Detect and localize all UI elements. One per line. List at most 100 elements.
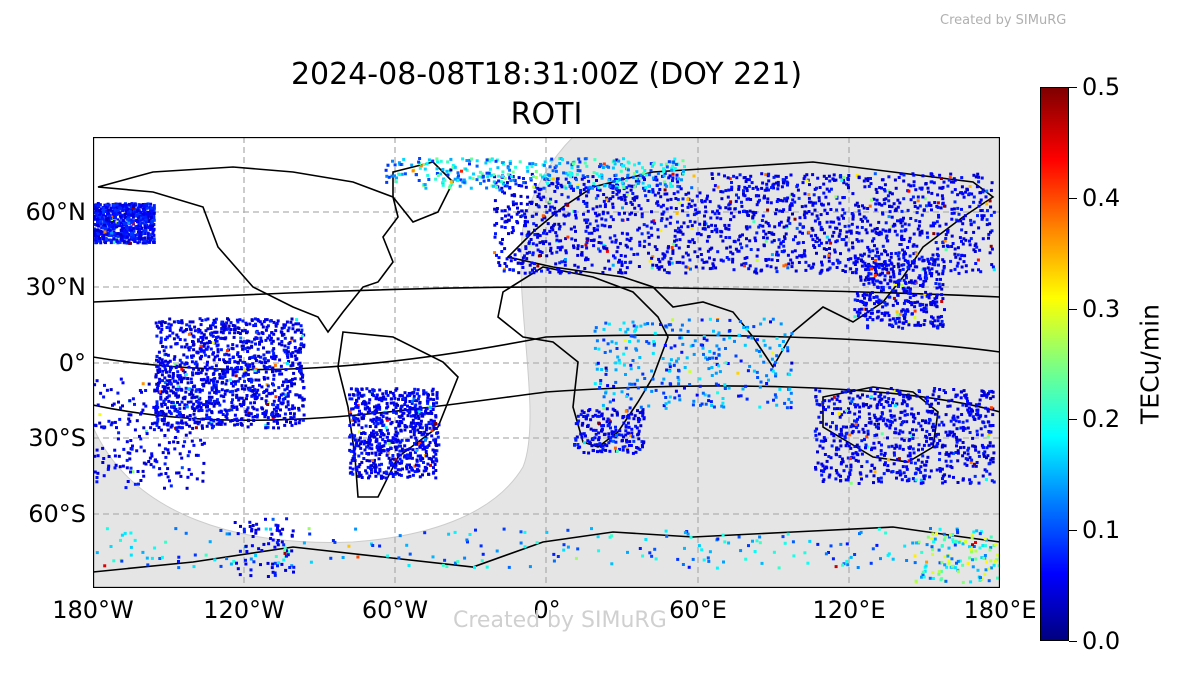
roti-point [274,324,278,328]
roti-point [688,240,692,244]
roti-point [183,370,187,374]
roti-point [422,461,425,464]
roti-point [745,197,749,201]
roti-point [557,222,561,226]
roti-point [412,427,416,431]
roti-point [968,239,971,243]
roti-point [122,240,126,243]
roti-point [240,387,244,391]
map-title-parameter: ROTI [510,97,583,132]
roti-point [582,200,586,203]
roti-point [187,365,191,369]
roti-point [115,239,119,243]
roti-point [792,238,795,242]
roti-point [622,157,625,161]
roti-point [682,221,686,225]
roti-point [649,162,653,166]
roti-point [388,458,392,462]
roti-point [250,345,254,349]
roti-point [119,233,123,237]
roti-point [869,265,873,269]
roti-point [387,175,391,179]
roti-point [94,241,98,245]
roti-point [766,197,770,201]
roti-point [203,365,207,369]
roti-point [190,360,194,364]
roti-point [576,197,580,201]
roti-point [130,231,134,235]
roti-point [524,245,528,249]
roti-point [941,283,945,287]
roti-point [224,414,228,418]
roti-point [596,224,600,228]
roti-point [807,210,811,213]
roti-point [509,259,513,263]
roti-point [116,232,120,236]
roti-point [200,318,204,322]
roti-point [94,208,98,212]
roti-point [536,235,540,239]
roti-point [211,334,215,338]
roti-point [247,411,251,415]
roti-point [602,243,606,247]
roti-point [260,361,264,365]
roti-point [801,231,804,235]
roti-point [873,227,877,231]
roti-point [781,240,785,243]
roti-point [924,290,928,294]
roti-point [883,311,887,315]
roti-point [845,230,849,234]
roti-point [145,206,149,210]
roti-point [793,200,797,204]
roti-point [121,218,125,222]
roti-point [971,268,975,272]
roti-point [792,194,796,198]
roti-point [150,214,153,218]
roti-point [149,233,153,237]
roti-point [297,362,301,366]
roti-point [430,389,434,393]
roti-point [881,264,885,267]
roti-point [765,188,768,192]
roti-point [802,252,806,256]
roti-point [422,412,426,416]
roti-point [252,324,256,328]
roti-point [120,229,123,233]
roti-point [693,203,697,207]
roti-point [150,219,154,223]
roti-point [885,263,888,267]
roti-point [567,271,571,275]
roti-point [209,421,213,425]
roti-point [235,395,239,399]
roti-point [887,314,891,317]
roti-point [387,417,391,421]
roti-point [215,398,219,402]
roti-point [911,281,914,285]
roti-point [900,284,904,287]
roti-point [441,168,445,171]
roti-point [936,232,940,236]
roti-point [204,329,208,333]
roti-point [183,338,187,342]
roti-point [382,444,386,448]
roti-point [396,468,400,472]
roti-point [261,325,265,329]
roti-point [268,334,272,338]
roti-point [257,393,261,397]
roti-point [697,231,701,235]
roti-point [618,178,621,181]
roti-point [381,448,385,452]
roti-point [376,422,380,426]
roti-point [525,257,529,261]
roti-point [665,271,669,274]
roti-point [675,173,679,177]
roti-point [548,242,552,246]
roti-point [910,260,914,264]
roti-point [379,421,383,425]
roti-point [716,185,720,189]
roti-point [144,228,148,232]
roti-point [749,198,753,201]
roti-point [196,405,200,409]
roti-point [434,438,438,442]
roti-point [873,244,876,248]
